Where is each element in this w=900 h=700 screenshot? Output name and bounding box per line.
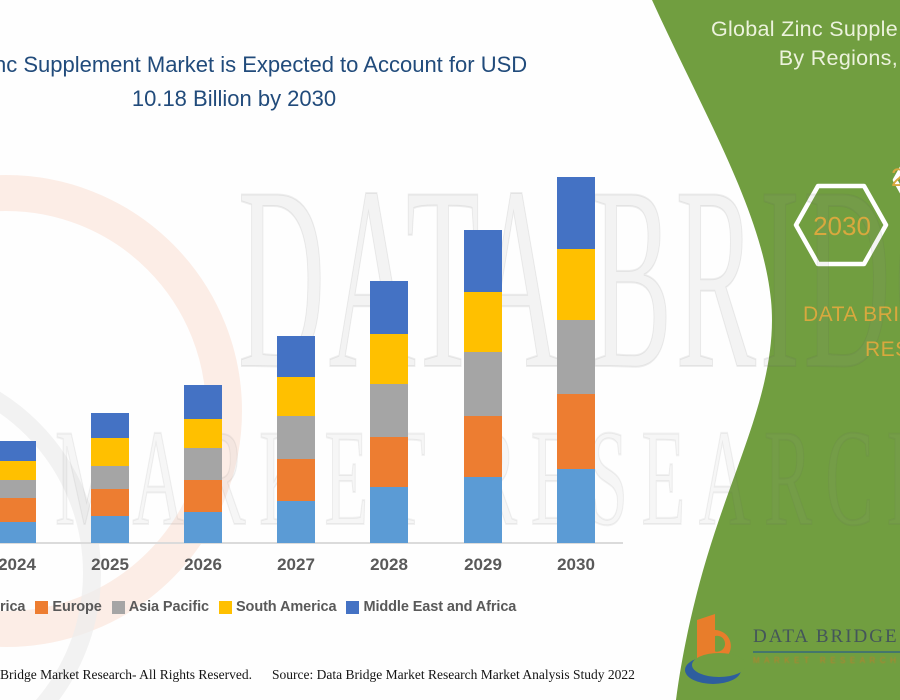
bar-stack-2025 <box>91 412 129 543</box>
bar-segment-2028-asia-pacific <box>370 384 408 438</box>
x-axis-label-2027: 2027 <box>277 555 315 574</box>
legend-item-middle-east-and-africa: Middle East and Africa <box>346 599 516 615</box>
bar-segment-2024-north-america <box>0 522 36 543</box>
legend-swatch-icon <box>35 600 49 614</box>
chart-legend: rica Europe Asia Pacific South America Middl… <box>0 599 516 615</box>
legend-label: Middle East and Africa <box>363 599 517 615</box>
bar-segment-2024-south-america <box>0 460 36 481</box>
bar-segment-2028-north-america <box>370 487 408 543</box>
bar-segment-2025-north-america <box>91 516 129 543</box>
bar-segment-2029-south-america <box>464 291 502 353</box>
bar-segment-2027-south-america <box>277 377 315 417</box>
x-axis-label-2025: 2025 <box>91 555 129 574</box>
bar-segment-2024-europe <box>0 498 36 523</box>
bar-segment-2028-south-america <box>370 334 408 385</box>
legend-label: Asia Pacific <box>128 599 209 615</box>
legend-swatch-icon <box>346 600 360 614</box>
footer-source: Source: Data Bridge Market Research Mark… <box>272 667 635 682</box>
legend-swatch-icon <box>218 600 232 614</box>
legend-item-europe: Europe <box>35 599 102 615</box>
bar-segment-2028-europe <box>370 437 408 488</box>
bar-segment-2025-south-america <box>91 438 129 466</box>
bar-segment-2026-europe <box>184 479 222 512</box>
bar-stack-2029 <box>464 229 502 543</box>
legend-item-south-america: South America <box>218 599 337 615</box>
x-axis-line <box>0 542 623 544</box>
bar-stack-2028 <box>370 281 408 543</box>
bar-segment-2028-middle-east-and-africa <box>370 281 408 335</box>
bar-segment-2024-asia-pacific <box>0 480 36 499</box>
legend-label: South America <box>235 599 337 615</box>
bar-segment-2025-europe <box>91 489 129 517</box>
bar-segment-2030-north-america <box>557 468 595 543</box>
bar-stack-2027 <box>277 335 315 543</box>
bar-segment-2030-south-america <box>557 248 595 321</box>
chart-title-line1: nc Supplement Market is Expected to Acco… <box>0 52 528 77</box>
x-axis-label-2028: 2028 <box>370 555 408 574</box>
bar-segment-2025-asia-pacific <box>91 465 129 490</box>
legend-label: Europe <box>52 599 102 615</box>
bar-segment-2025-middle-east-and-africa <box>91 412 129 439</box>
bar-stack-2024 <box>0 440 36 543</box>
bar-segment-2026-middle-east-and-africa <box>184 385 222 419</box>
bar-stack-2026 <box>184 385 222 543</box>
bar-stack-2030 <box>557 177 595 543</box>
bar-segment-2029-middle-east-and-africa <box>464 229 502 292</box>
bar-segment-2027-middle-east-and-africa <box>277 335 315 378</box>
bar-segment-2029-europe <box>464 416 502 478</box>
x-axis-label-2029: 2029 <box>464 555 502 574</box>
x-axis-label-2030: 2030 <box>557 555 595 574</box>
chart-title-line2: 10.18 Billion by 2030 <box>131 86 337 111</box>
legend-item-asia-pacific: Asia Pacific <box>111 599 209 615</box>
x-axis-label-2024: 2024 <box>0 555 36 574</box>
legend-swatch-icon <box>111 600 125 614</box>
bar-segment-2027-europe <box>277 458 315 501</box>
legend-label: rica <box>0 599 26 615</box>
bar-segment-2026-asia-pacific <box>184 448 222 480</box>
bar-segment-2030-middle-east-and-africa <box>557 177 595 249</box>
bar-segment-2024-middle-east-and-africa <box>0 440 36 461</box>
legend-item-rica: rica <box>0 599 26 615</box>
bar-segment-2026-north-america <box>184 511 222 543</box>
bar-segment-2026-south-america <box>184 418 222 449</box>
bar-segment-2030-europe <box>557 394 595 469</box>
x-axis-label-2026: 2026 <box>184 555 222 574</box>
bar-segment-2030-asia-pacific <box>557 320 595 395</box>
bar-segment-2027-asia-pacific <box>277 416 315 459</box>
footer-copyright: Bridge Market Research- All Rights Reser… <box>0 667 252 682</box>
bar-segment-2029-north-america <box>464 477 502 543</box>
bar-segment-2029-asia-pacific <box>464 352 502 417</box>
bar-segment-2027-north-america <box>277 500 315 543</box>
